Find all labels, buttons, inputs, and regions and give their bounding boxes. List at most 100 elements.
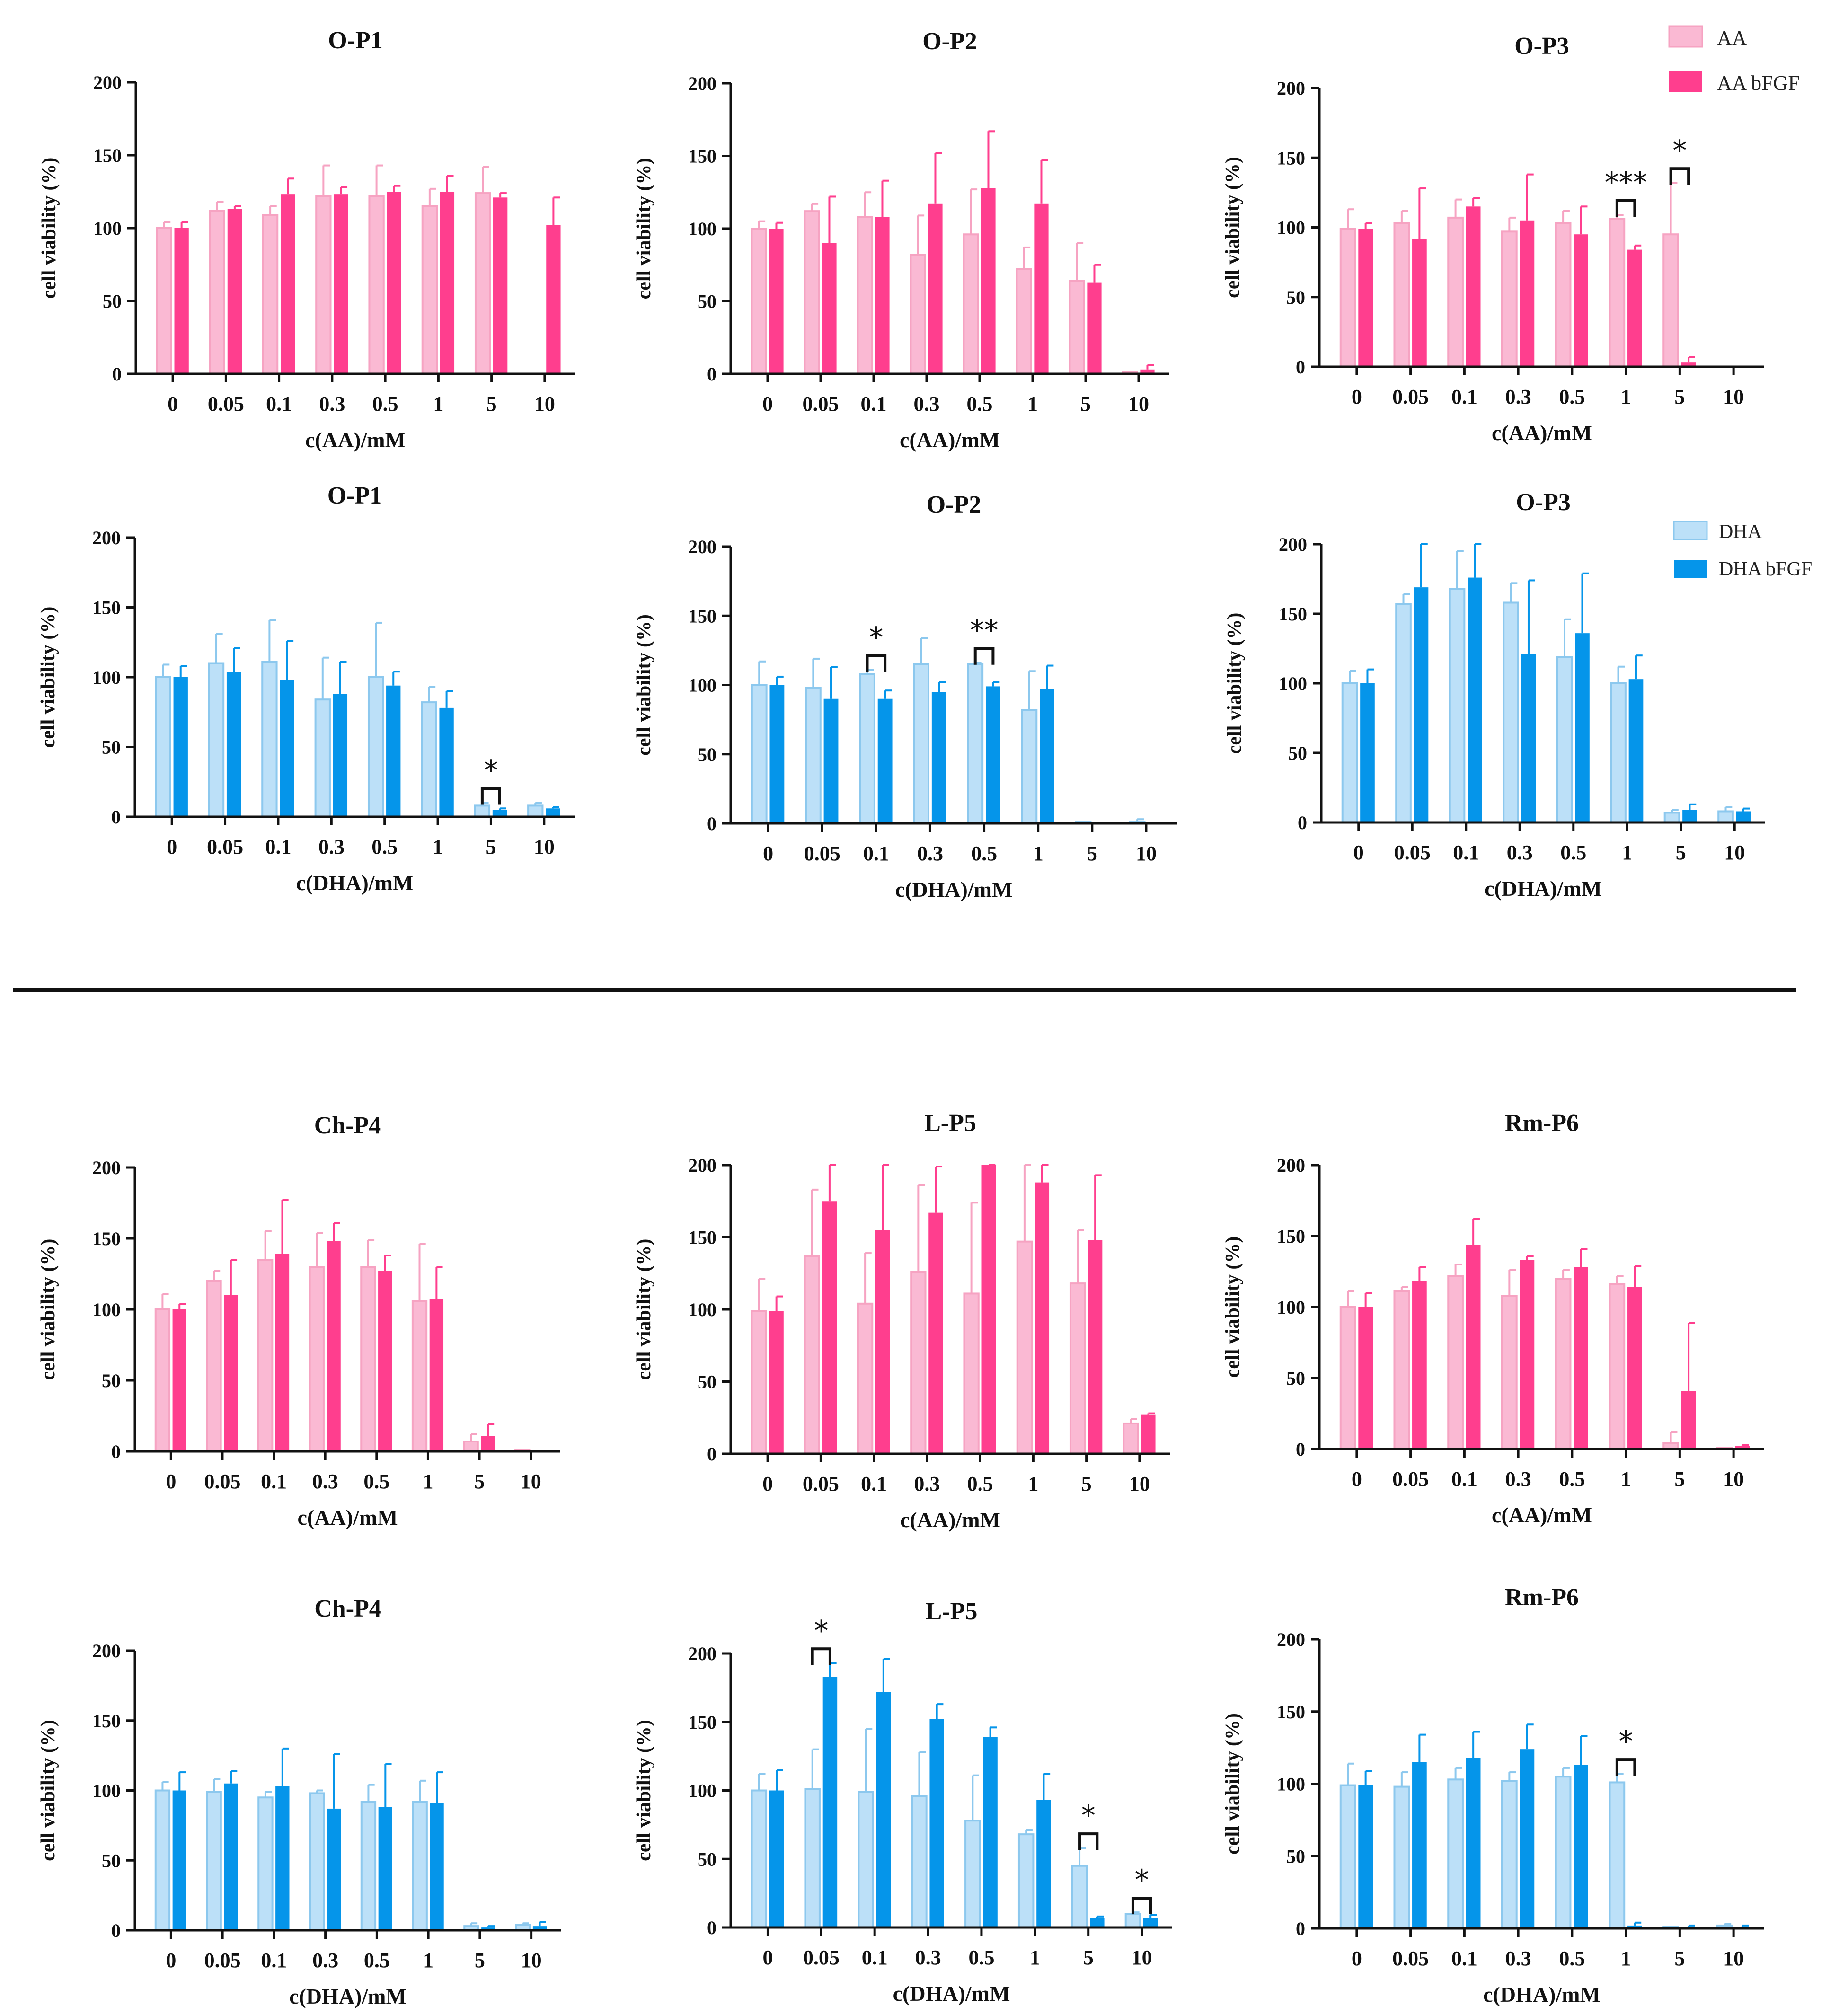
significance-bracket xyxy=(1078,1832,1099,1850)
x-tick-label: 10 xyxy=(1128,392,1149,415)
bar xyxy=(1662,233,1679,368)
bar xyxy=(1071,1865,1088,1929)
x-tick-label: 0 xyxy=(1352,1947,1362,1970)
bar xyxy=(1521,654,1536,822)
bar xyxy=(981,1165,996,1454)
y-tick-label: 150 xyxy=(92,1228,121,1249)
x-tick-label: 0 xyxy=(762,1472,773,1495)
significance-bracket xyxy=(1669,167,1690,185)
significance-bracket xyxy=(973,647,995,665)
bar xyxy=(1412,1281,1427,1449)
x-tick-label: 0.05 xyxy=(804,842,840,865)
bar xyxy=(1466,206,1481,367)
y-tick-label: 150 xyxy=(1277,1226,1305,1247)
x-tick-label: 0.05 xyxy=(1392,1467,1429,1491)
y-tick-label: 100 xyxy=(92,1780,121,1802)
significance-bracket xyxy=(811,1647,831,1665)
bar xyxy=(174,228,189,374)
bar xyxy=(1520,1749,1535,1928)
x-tick-label: 0.3 xyxy=(319,392,345,415)
x-tick-label: 0.5 xyxy=(363,1470,389,1493)
chart-title: O-P3 xyxy=(1516,489,1571,516)
x-axis-label: c(DHA)/mM xyxy=(893,1981,1010,2006)
bar xyxy=(1555,1278,1572,1450)
x-tick-label: 5 xyxy=(475,1949,485,1972)
bar xyxy=(1663,812,1680,824)
bar xyxy=(481,1927,495,1930)
bar xyxy=(1520,1260,1535,1449)
bar xyxy=(546,225,561,374)
y-tick-label: 0 xyxy=(707,1443,716,1465)
bar xyxy=(1627,249,1642,367)
x-tick-label: 10 xyxy=(1129,1472,1150,1495)
bar xyxy=(227,209,242,374)
bar xyxy=(1087,282,1102,374)
bar xyxy=(387,192,401,374)
bar xyxy=(985,686,1000,823)
bar xyxy=(1503,601,1519,823)
bar xyxy=(1035,1182,1050,1454)
legend-aa-swatch-light xyxy=(1668,25,1703,48)
y-tick-label: 50 xyxy=(698,291,716,312)
bar xyxy=(327,1241,341,1451)
bar xyxy=(751,1789,768,1928)
bar xyxy=(1090,1918,1105,1927)
x-tick-label: 0.5 xyxy=(1559,1467,1585,1491)
y-tick-label: 200 xyxy=(1277,1629,1305,1650)
bar xyxy=(360,1266,376,1452)
x-tick-label: 0.3 xyxy=(917,842,943,865)
bar xyxy=(334,194,348,374)
x-tick-label: 5 xyxy=(1083,1946,1094,1969)
y-tick-label: 200 xyxy=(688,536,716,557)
bar xyxy=(1447,1275,1464,1450)
x-tick-label: 0 xyxy=(167,835,177,858)
legend-dha-swatch-light xyxy=(1673,521,1708,540)
bar xyxy=(262,214,279,375)
y-tick-label: 150 xyxy=(1277,1701,1305,1723)
bar xyxy=(421,205,438,375)
significance-label: * xyxy=(1135,1864,1149,1897)
bar xyxy=(981,188,996,374)
y-tick-label: 200 xyxy=(1279,534,1307,555)
bar xyxy=(1449,588,1466,823)
bar xyxy=(155,676,171,818)
bar xyxy=(1682,810,1697,822)
x-tick-label: 0.5 xyxy=(364,1949,390,1972)
bar xyxy=(804,1788,821,1928)
bar xyxy=(1021,709,1038,825)
bar xyxy=(173,677,188,817)
chart-title: O-P1 xyxy=(327,482,382,509)
x-tick-label: 0 xyxy=(762,392,773,415)
y-tick-label: 100 xyxy=(688,675,716,696)
bar xyxy=(1610,682,1627,823)
significance-label: * xyxy=(484,754,498,787)
bar xyxy=(368,195,385,375)
x-axis-label: c(AA)/mM xyxy=(1492,421,1592,445)
bar xyxy=(333,694,348,817)
x-tick-label: 0.1 xyxy=(261,1470,287,1493)
x-tick-label: 0.5 xyxy=(1559,385,1585,408)
y-tick-label: 0 xyxy=(1296,1439,1305,1460)
bar xyxy=(209,210,226,375)
bar xyxy=(429,1299,444,1451)
x-tick-label: 0.3 xyxy=(312,1949,338,1972)
bar xyxy=(1414,587,1429,822)
x-tick-label: 0.05 xyxy=(1392,385,1429,408)
bar xyxy=(314,698,331,818)
bar xyxy=(1016,268,1032,375)
bar xyxy=(805,687,822,824)
x-tick-label: 10 xyxy=(1724,841,1745,864)
bar xyxy=(261,661,278,818)
y-tick-label: 50 xyxy=(698,1371,716,1393)
bar xyxy=(822,1201,837,1454)
bar xyxy=(1017,1833,1035,1928)
bar xyxy=(857,216,873,375)
bar xyxy=(206,1791,222,1932)
bar xyxy=(1466,1758,1481,1928)
x-tick-label: 0.5 xyxy=(1559,1947,1585,1970)
x-tick-label: 1 xyxy=(1621,385,1631,408)
x-tick-label: 0.05 xyxy=(1394,841,1431,864)
